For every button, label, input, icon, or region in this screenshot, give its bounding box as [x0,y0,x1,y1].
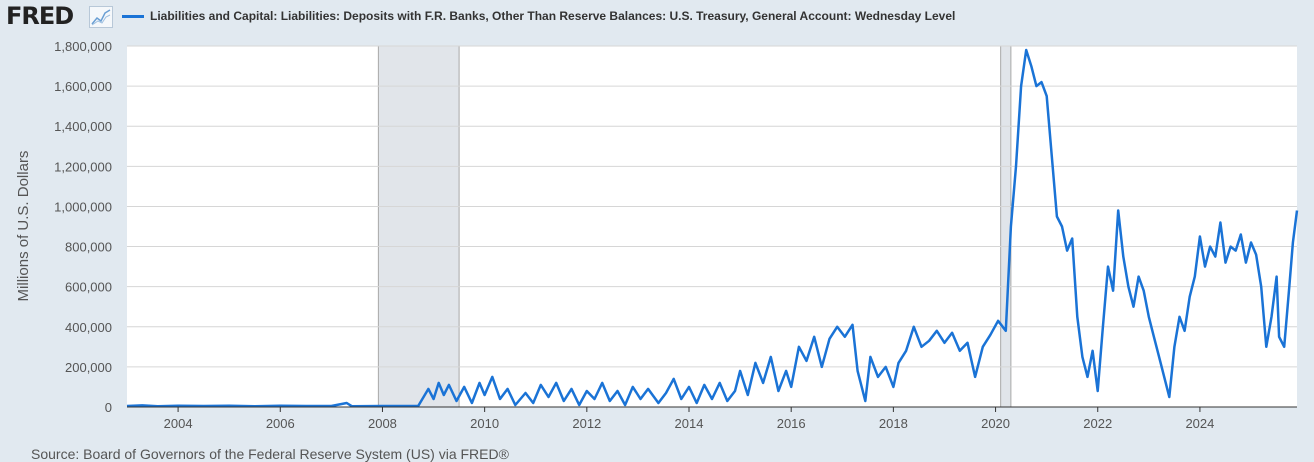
legend: Liabilities and Capital: Liabilities: De… [122,9,955,23]
y-tick-label: 1,200,000 [54,159,112,174]
x-tick-label: 2018 [879,416,908,431]
x-tick-label: 2022 [1083,416,1112,431]
plot-area [127,46,1297,407]
y-tick-label: 1,600,000 [54,79,112,94]
y-tick-label: 0 [105,400,112,415]
x-tick-label: 2010 [470,416,499,431]
x-tick-label: 2012 [572,416,601,431]
x-tick-label: 2024 [1185,416,1214,431]
y-tick-label: 1,000,000 [54,199,112,214]
source-note: Source: Board of Governors of the Federa… [31,446,509,462]
y-axis-label: Millions of U.S. Dollars [15,151,32,302]
y-tick-label: 600,000 [65,280,112,295]
y-tick-label: 1,400,000 [54,119,112,134]
fred-logo[interactable]: FRED [6,2,74,30]
legend-swatch [122,14,144,18]
series-line [126,48,1299,408]
x-tick-label: 2016 [777,416,806,431]
x-tick-label: 2008 [368,416,397,431]
y-tick-label: 1,800,000 [54,39,112,54]
x-tick-label: 2014 [675,416,704,431]
recession-band [377,45,460,408]
x-tick-label: 2006 [266,416,295,431]
legend-label: Liabilities and Capital: Liabilities: De… [150,9,956,23]
y-tick-label: 400,000 [65,320,112,335]
recession-band [1000,45,1012,408]
y-tick-label: 200,000 [65,360,112,375]
chart-trend-icon [89,6,113,28]
x-tick-label: 2004 [164,416,193,431]
y-tick-label: 800,000 [65,240,112,255]
x-tick-label: 2020 [981,416,1010,431]
